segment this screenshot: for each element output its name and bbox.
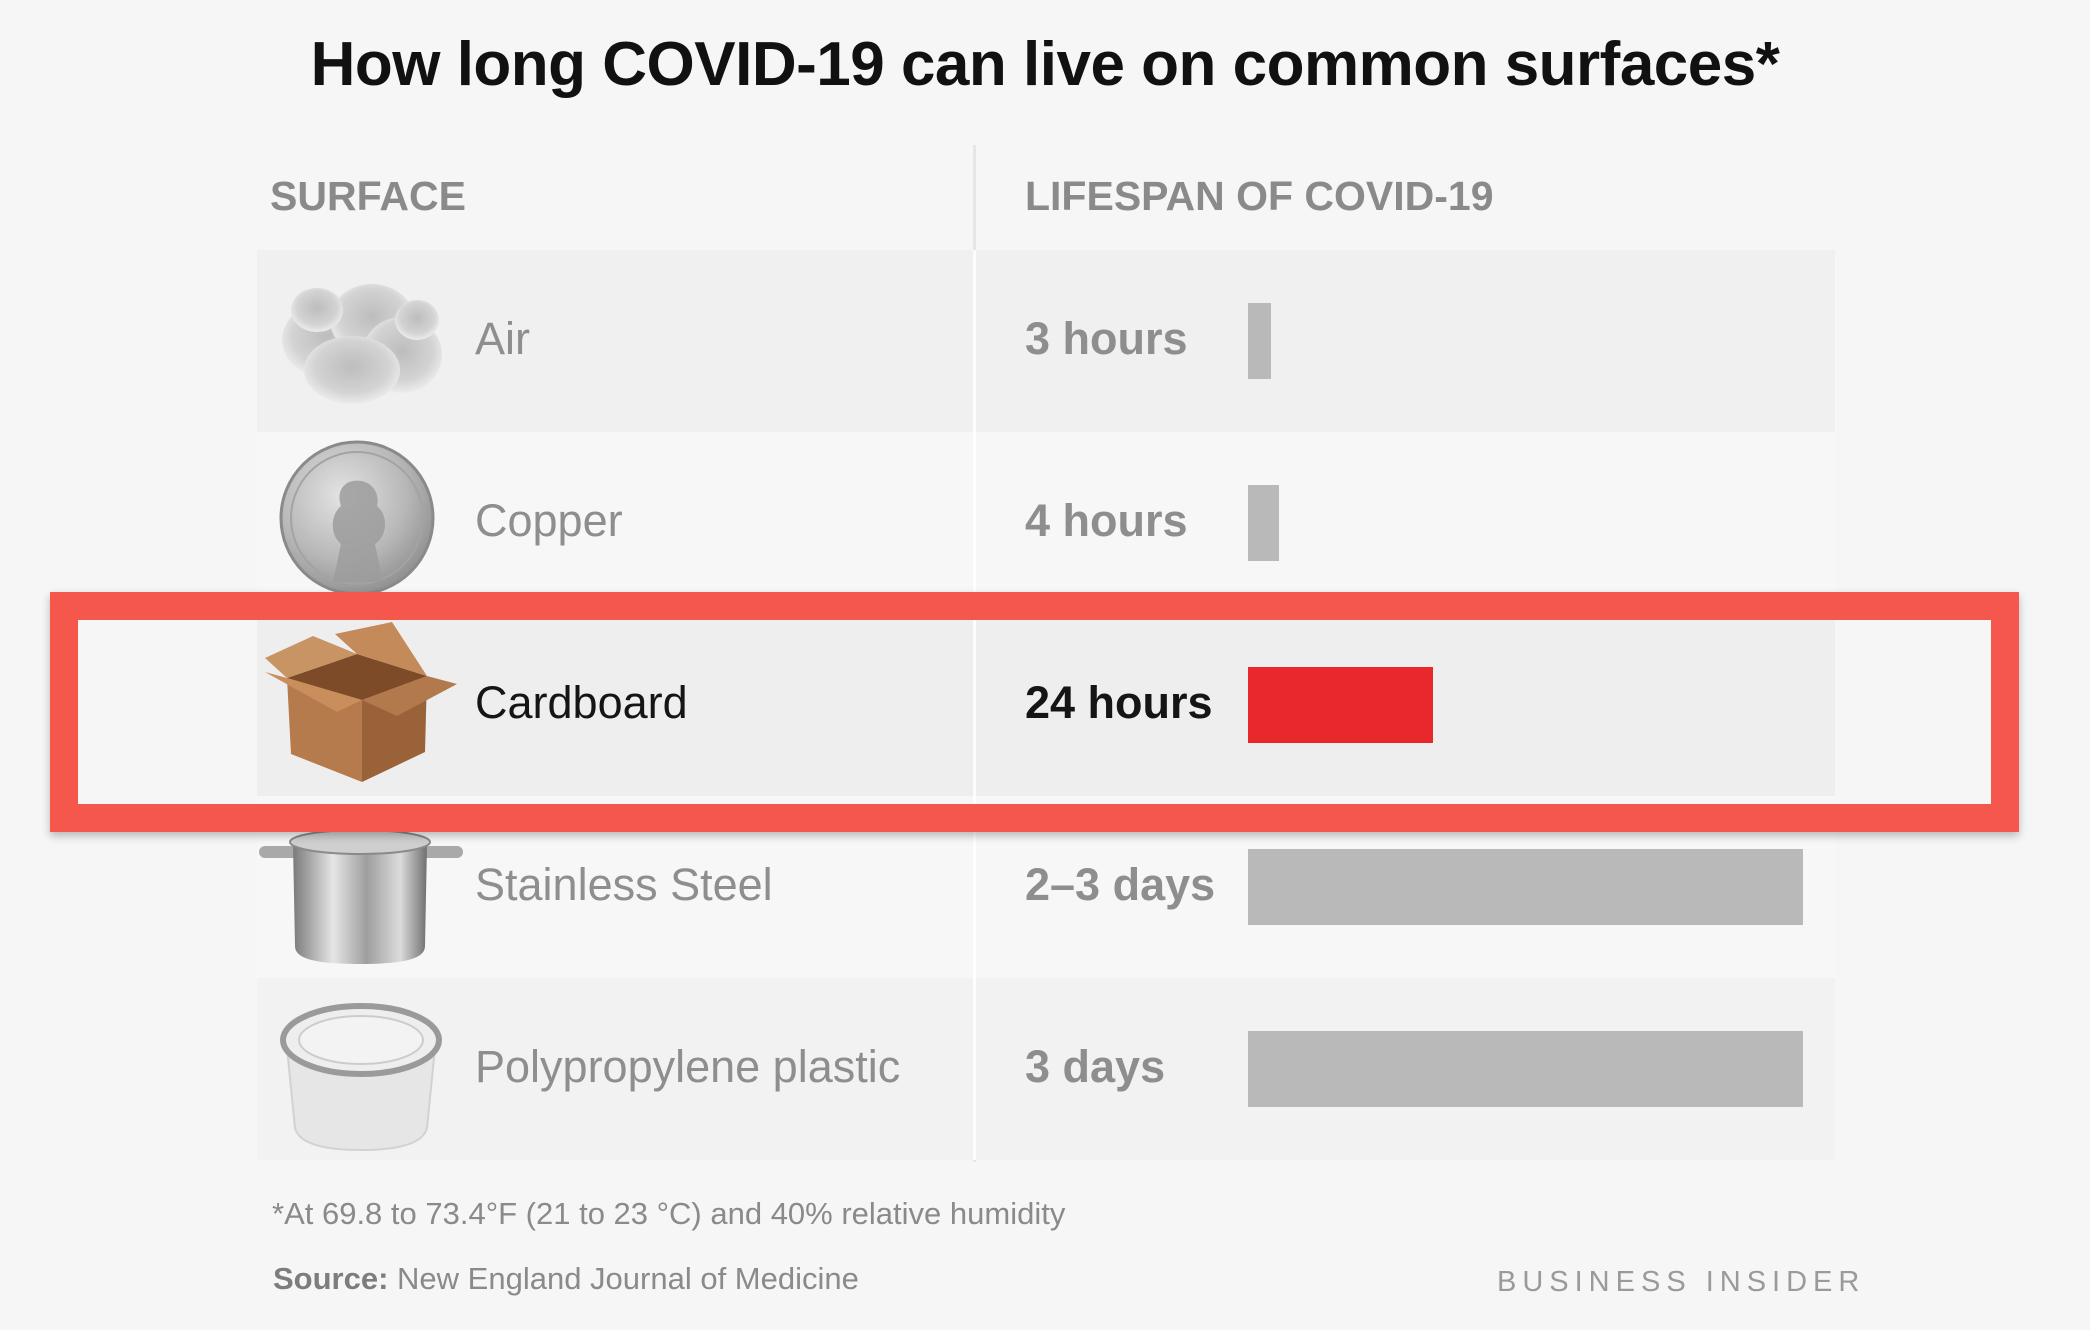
surface-label: Cardboard — [475, 677, 688, 728]
penny-icon — [257, 432, 467, 614]
bar-copper — [1248, 485, 1279, 561]
lifespan-label: 2–3 days — [1025, 859, 1216, 910]
surface-label: Stainless Steel — [475, 859, 773, 910]
lifespan-label: 3 days — [1025, 1041, 1166, 1092]
footnote: *At 69.8 to 73.4°F (21 to 23 °C) and 40%… — [272, 1196, 1066, 1231]
lifespan-label: 24 hours — [1025, 677, 1213, 728]
table-row-stainless-steel: Stainless Steel 2–3 days — [257, 796, 1835, 978]
source-key: Source: — [273, 1261, 389, 1296]
cooking-pot-icon — [257, 796, 467, 978]
cloud-icon — [257, 250, 467, 432]
bar-air — [1248, 303, 1271, 379]
brand-logo: BUSINESS INSIDER — [1497, 1266, 1866, 1298]
lifespan-column-header: LIFESPAN OF COVID-19 — [1025, 173, 1494, 219]
lifespan-label: 3 hours — [1025, 313, 1188, 364]
table-row-air: Air 3 hours — [257, 250, 1835, 432]
chart-title: How long COVID-19 can live on common sur… — [310, 30, 1780, 99]
surface-label: Polypropylene plastic — [475, 1041, 901, 1092]
cardboard-box-icon — [257, 614, 467, 796]
surface-column-header: SURFACE — [270, 173, 466, 219]
bar-polypropylene-plastic — [1248, 1031, 1803, 1107]
surface-label: Air — [475, 313, 530, 364]
source-value: New England Journal of Medicine — [388, 1261, 859, 1296]
bar-cardboard — [1248, 667, 1433, 743]
lifespan-label: 4 hours — [1025, 495, 1188, 546]
bar-stainless-steel — [1248, 849, 1803, 925]
source-line: Source: New England Journal of Medicine — [273, 1257, 859, 1301]
surface-label: Copper — [475, 495, 623, 546]
table-row-copper: Copper 4 hours — [257, 432, 1835, 614]
table-row-cardboard: Cardboard 24 hours — [257, 614, 1835, 796]
table-row-polypropylene-plastic: Polypropylene plastic 3 days — [257, 978, 1835, 1160]
plastic-container-icon — [257, 978, 467, 1160]
